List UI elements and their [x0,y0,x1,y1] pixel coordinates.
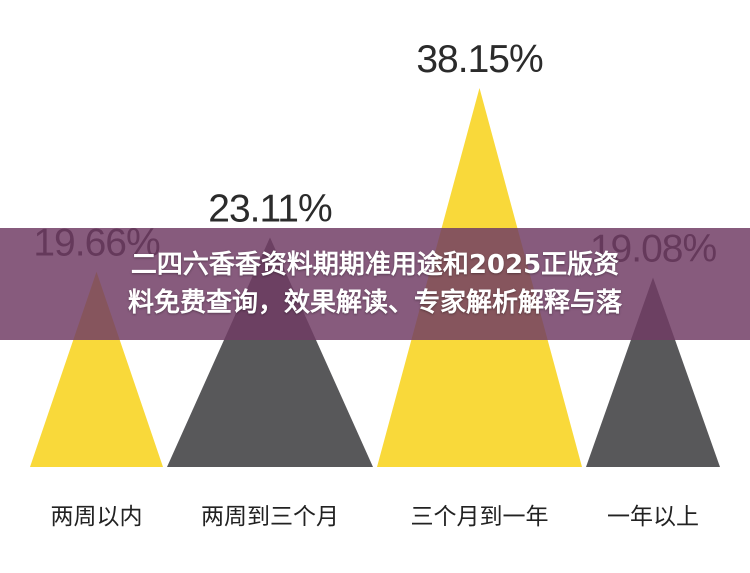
category-label-2: 两周到三个月 [201,504,339,530]
category-label-1: 两周以内 [51,504,143,530]
category-label-3: 三个月到一年 [411,504,549,530]
bar-triangle-2 [167,237,373,467]
category-labels-layer: 两周以内 两周到三个月 三个月到一年 一年以上 [51,504,700,530]
banner-line-1: 二四六香香资料期期准用途和2025正版资 [130,250,620,280]
bar-triangle-4 [586,277,720,467]
category-label-4: 一年以上 [607,504,699,530]
title-banner-overlay: 二四六香香资料期期准用途和2025正版资 料免费查询，效果解读、专家解析解释与落 [0,228,750,340]
value-label-2: 23.11% [208,187,332,230]
value-label-3: 38.15% [416,38,543,81]
bar-triangle-1 [30,271,163,467]
banner-line-2: 料免费查询，效果解读、专家解析解释与落 [127,288,622,318]
